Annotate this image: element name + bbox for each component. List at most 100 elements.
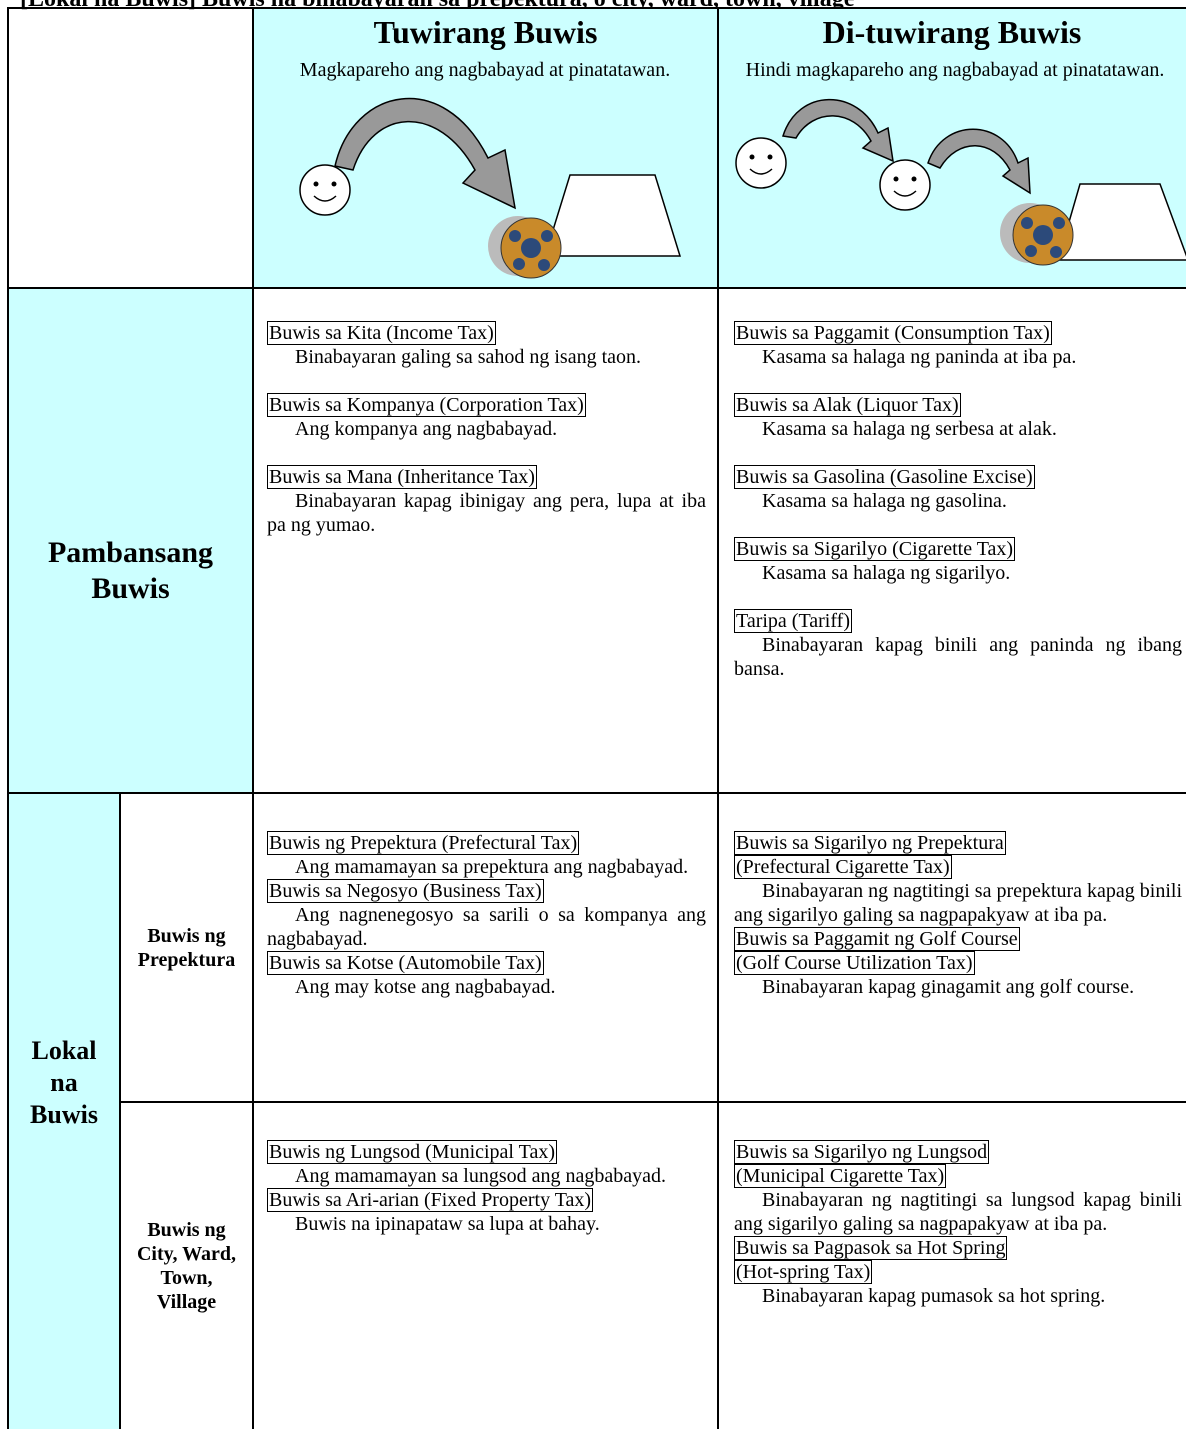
subrow-label: Buwis ng Prepektura [137, 924, 236, 971]
tax-name-line: Buwis sa Gasolina (Gasoline Excise) [734, 465, 1182, 489]
national-label: Pambansang Buwis [47, 535, 214, 605]
tax-name: Buwis sa Ari-arian (Fixed Property Tax) [267, 1188, 594, 1212]
tax-name: Buwis sa Sigarilyo ng Prepektura [734, 831, 1006, 855]
tax-item: Buwis sa Sigarilyo ng Prepektura (Prefect… [734, 831, 1182, 927]
tax-name-line: Buwis sa Kompanya (Corporation Tax) [267, 393, 706, 417]
tax-name: (Municipal Cigarette Tax) [734, 1164, 947, 1188]
tax-description: Kasama sa halaga ng gasolina. [762, 490, 1007, 512]
tax-name-line: Buwis sa Sigarilyo ng Prepektura [734, 831, 1182, 855]
tax-item: Buwis sa Negosyo (Business Tax) Ang nagne… [267, 879, 706, 951]
local-bg [8, 793, 120, 1429]
tax-name-line: (Prefectural Cigarette Tax) [734, 855, 1182, 879]
tax-name: Buwis sa Mana (Inheritance Tax) [267, 465, 537, 489]
cell: Buwis sa Paggamit (Consumption Tax) Kasam… [718, 321, 1186, 681]
tax-item: Buwis sa Kompanya (Corporation Tax) Ang k… [267, 393, 706, 441]
tax-description: Binabayaran ng nagtitingi sa lungsod kap… [734, 1189, 1182, 1235]
tax-item: Buwis sa Kita (Income Tax) Binabayaran ga… [267, 321, 706, 369]
tax-item: Buwis sa Paggamit ng Golf Course (Golf Co… [734, 927, 1182, 999]
border [7, 7, 9, 1429]
tax-name: Buwis sa Sigarilyo (Cigarette Tax) [734, 537, 1016, 561]
cell: Buwis sa Kita (Income Tax) Binabayaran ga… [253, 321, 718, 537]
border [252, 7, 254, 1429]
tax-name: Buwis sa Kompanya (Corporation Tax) [267, 393, 586, 417]
tax-name-line: Buwis sa Paggamit (Consumption Tax) [734, 321, 1182, 345]
tax-description: Buwis na ipinapataw sa lupa at bahay. [295, 1213, 600, 1235]
tax-description: Binabayaran kapag pumasok sa hot spring. [762, 1285, 1106, 1307]
direct-title: Tuwirang Buwis [373, 14, 598, 50]
tax-name-line: Buwis sa Paggamit ng Golf Course [734, 927, 1182, 951]
tax-item: Buwis sa Kotse (Automobile Tax) Ang may k… [267, 951, 706, 999]
tax-description: Ang kompanya ang nagbabayad. [295, 418, 558, 440]
tax-item: Buwis sa Mana (Inheritance Tax) Binabayar… [267, 465, 706, 537]
tax-name-line: Buwis sa Negosyo (Business Tax) [267, 879, 706, 903]
tax-name-line: (Hot-spring Tax) [734, 1260, 1182, 1284]
tax-name: (Hot-spring Tax) [734, 1260, 873, 1284]
tax-description: Ang mamamayan sa lungsod ang nagbabayad. [295, 1165, 667, 1187]
local-label: Lokal na Buwis [30, 1036, 98, 1129]
tax-name-line: Buwis sa Sigarilyo (Cigarette Tax) [734, 537, 1182, 561]
tax-name: Buwis sa Paggamit ng Golf Course [734, 927, 1020, 951]
tax-item: Buwis sa Sigarilyo (Cigarette Tax) Kasama… [734, 537, 1182, 585]
tax-description: Kasama sa halaga ng paninda at iba pa. [762, 346, 1077, 368]
tax-name: (Prefectural Cigarette Tax) [734, 855, 952, 879]
tax-name: Buwis sa Paggamit (Consumption Tax) [734, 321, 1052, 345]
tax-description: Kasama sa halaga ng sigarilyo. [762, 562, 1011, 584]
tax-description: Binabayaran kapag binili ang paninda ng … [734, 634, 1182, 680]
tax-name: Buwis sa Sigarilyo ng Lungsod [734, 1140, 990, 1164]
indirect-illustration [735, 98, 1186, 266]
tax-name: Taripa (Tariff) [734, 609, 852, 633]
tax-name-line: Buwis sa Kotse (Automobile Tax) [267, 951, 706, 975]
border [119, 793, 121, 1429]
tax-description: Binabayaran kapag ibinigay ang pera, lup… [267, 490, 706, 536]
border [8, 287, 1186, 289]
tax-item: Buwis sa Alak (Liquor Tax) Kasama sa hala… [734, 393, 1182, 441]
direct-subtitle: Magkapareho ang nagbabayad at pinatatawa… [299, 59, 671, 81]
tax-name: Buwis sa Kotse (Automobile Tax) [267, 951, 544, 975]
tax-description: Ang may kotse ang nagbabayad. [295, 976, 556, 998]
tax-name: Buwis sa Pagpasok sa Hot Spring [734, 1236, 1008, 1260]
indirect-title: Di-tuwirang Buwis [822, 14, 1082, 50]
tax-name: (Golf Course Utilization Tax) [734, 951, 975, 975]
tax-description: Binabayaran galing sa sahod ng isang tao… [295, 346, 642, 368]
indirect-subtitle: Hindi magkapareho ang nagbabayad at pina… [745, 59, 1165, 81]
tax-description: Ang mamamayan sa prepektura ang nagbabay… [295, 856, 689, 878]
tax-name-line: Buwis ng Prepektura (Prefectural Tax) [267, 831, 706, 855]
tax-name-line: (Municipal Cigarette Tax) [734, 1164, 1182, 1188]
cell: Buwis ng Lungsod (Municipal Tax) Ang mama… [253, 1140, 718, 1236]
tax-item: Buwis sa Sigarilyo ng Lungsod (Municipal … [734, 1140, 1182, 1236]
tax-item: Buwis sa Paggamit (Consumption Tax) Kasam… [734, 321, 1182, 369]
tax-name-line: (Golf Course Utilization Tax) [734, 951, 1182, 975]
border [8, 792, 1186, 794]
cell: Buwis sa Sigarilyo ng Lungsod (Municipal … [718, 1140, 1186, 1308]
tax-name: Buwis ng Lungsod (Municipal Tax) [267, 1140, 557, 1164]
tax-description: Kasama sa halaga ng serbesa at alak. [762, 418, 1057, 440]
tax-name: Buwis sa Kita (Income Tax) [267, 321, 496, 345]
tax-name: Buwis sa Gasolina (Gasoline Excise) [734, 465, 1035, 489]
tax-name-line: Buwis sa Sigarilyo ng Lungsod [734, 1140, 1182, 1164]
tax-name: Buwis ng Prepektura (Prefectural Tax) [267, 831, 580, 855]
tax-item: Buwis sa Pagpasok sa Hot Spring (Hot-spri… [734, 1236, 1182, 1308]
tax-description: Binabayaran ng nagtitingi sa prepektura … [734, 880, 1182, 926]
tax-name-line: Buwis sa Pagpasok sa Hot Spring [734, 1236, 1182, 1260]
tax-name: Buwis sa Alak (Liquor Tax) [734, 393, 961, 417]
tax-description: Binabayaran kapag ginagamit ang golf cou… [762, 976, 1135, 998]
tax-name-line: Taripa (Tariff) [734, 609, 1182, 633]
tax-name-line: Buwis ng Lungsod (Municipal Tax) [267, 1140, 706, 1164]
tax-item: Buwis sa Ari-arian (Fixed Property Tax) B… [267, 1188, 706, 1236]
border [717, 7, 719, 1429]
tax-name-line: Buwis sa Alak (Liquor Tax) [734, 393, 1182, 417]
national-bg [8, 288, 253, 793]
subrow-label: Buwis ng City, Ward, Town, Village [136, 1218, 237, 1313]
tax-item: Buwis ng Lungsod (Municipal Tax) Ang mama… [267, 1140, 706, 1188]
border [8, 7, 1186, 9]
tax-description: Ang nagnenegosyo sa sarili o sa kompanya… [267, 904, 706, 950]
tax-name-line: Buwis sa Ari-arian (Fixed Property Tax) [267, 1188, 706, 1212]
cell: Buwis sa Sigarilyo ng Prepektura (Prefect… [718, 831, 1186, 999]
tax-name: Buwis sa Negosyo (Business Tax) [267, 879, 544, 903]
cell: Buwis ng Prepektura (Prefectural Tax) Ang… [253, 831, 718, 999]
tax-item: Buwis ng Prepektura (Prefectural Tax) Ang… [267, 831, 706, 879]
tax-item: Taripa (Tariff) Binabayaran kapag binili … [734, 609, 1182, 681]
tax-name-line: Buwis sa Kita (Income Tax) [267, 321, 706, 345]
tax-item: Buwis sa Gasolina (Gasoline Excise) Kasam… [734, 465, 1182, 513]
